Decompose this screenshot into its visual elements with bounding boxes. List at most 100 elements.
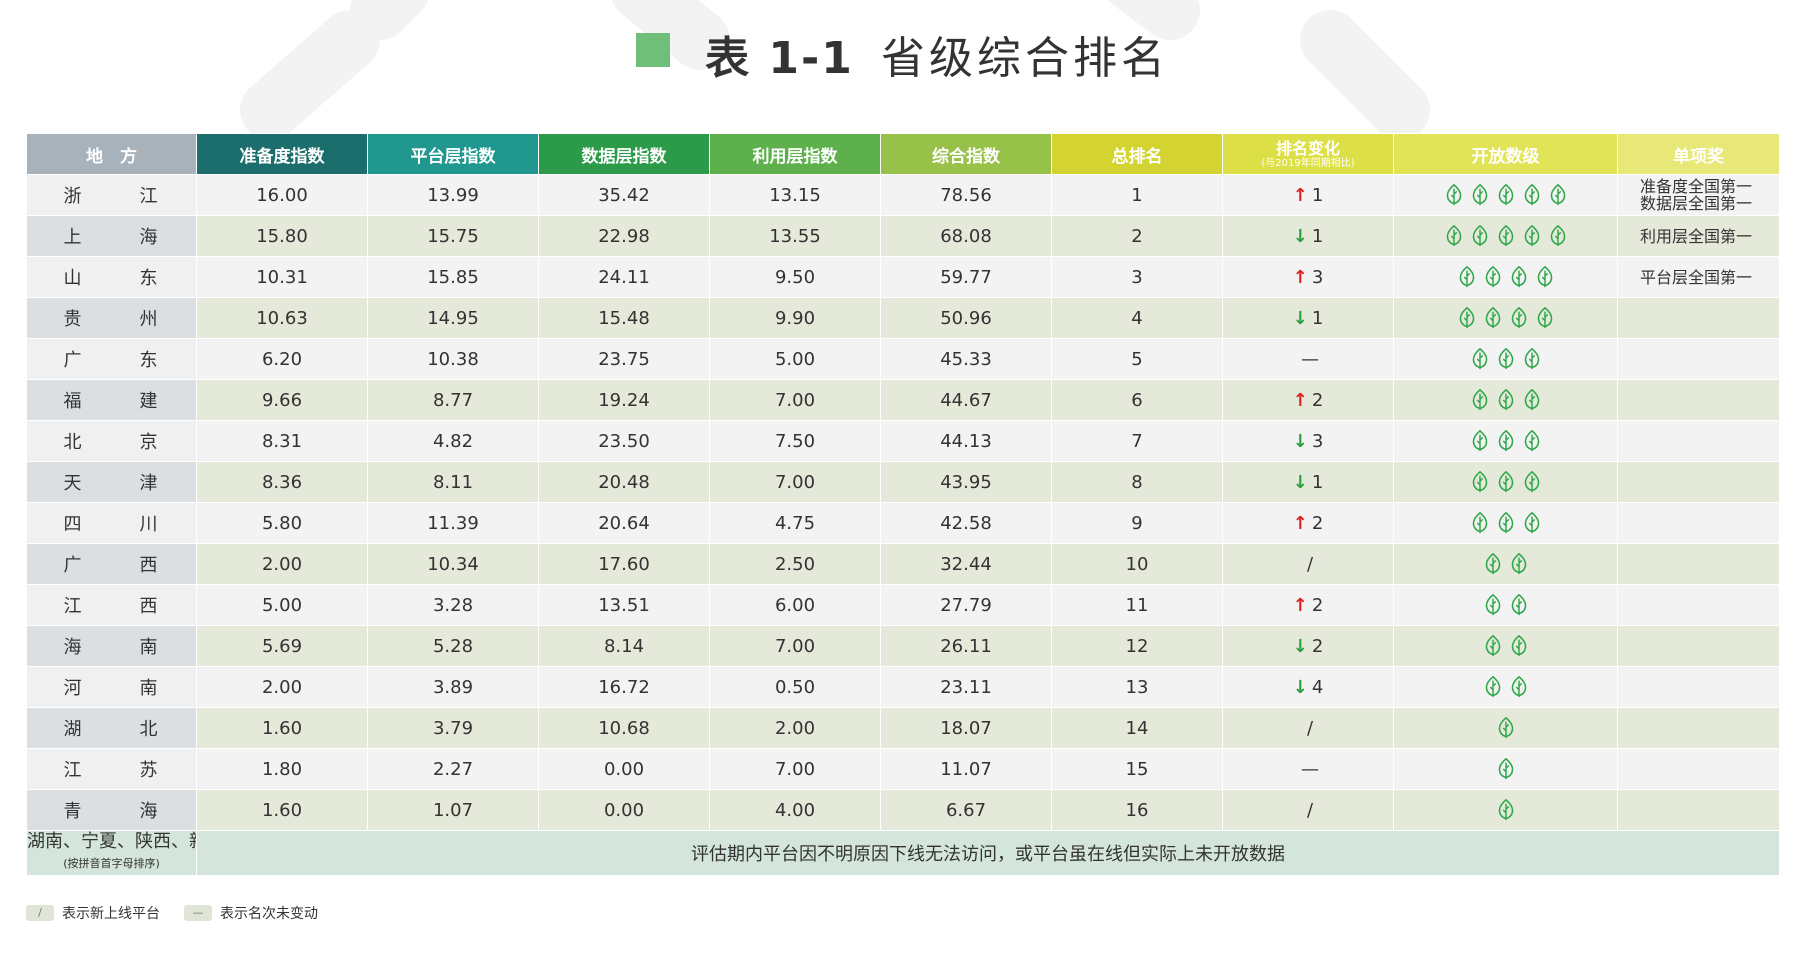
cell-region: 天 津: [26, 461, 197, 503]
footer-note: 评估期内平台因不明原因下线无法访问，或平台虽在线但实际上未开放数据: [196, 830, 1780, 876]
cell-data: 13.51: [538, 584, 710, 626]
arrow-up-icon: ↑: [1292, 594, 1308, 616]
cell-change: ↓ 3: [1222, 420, 1394, 462]
leaf-icon: [1498, 717, 1513, 739]
cell-composite: 11.07: [880, 748, 1052, 790]
leaf-icon: [1498, 348, 1513, 370]
ranking-table: 地 方 准备度指数 平台层指数 数据层指数 利用层指数 综合指数 总排名 排名变…: [26, 133, 1780, 876]
leaf-icon: [1498, 225, 1513, 247]
table-row: 湖 北 1.60 3.79 10.68 2.00 18.07 14 /: [26, 707, 1780, 749]
page-title: 表 1-1 省级综合排名: [0, 22, 1805, 86]
leaf-icon: [1498, 471, 1513, 493]
cell-platform: 5.28: [367, 625, 539, 667]
cell-composite: 6.67: [880, 789, 1052, 831]
cell-change: /: [1222, 789, 1394, 831]
cell-readiness: 15.80: [196, 215, 368, 257]
arrow-up-icon: ↑: [1292, 512, 1308, 534]
table-row: 广 东 6.20 10.38 23.75 5.00 45.33 5 —: [26, 338, 1780, 380]
cell-award: [1617, 297, 1780, 339]
leaf-icon: [1511, 266, 1526, 288]
cell-rank: 11: [1051, 584, 1223, 626]
change-value: 3: [1311, 430, 1324, 452]
cell-rank: 14: [1051, 707, 1223, 749]
change-value: /: [1306, 799, 1314, 821]
cell-data: 20.64: [538, 502, 710, 544]
cell-rank: 5: [1051, 338, 1223, 380]
cell-region: 浙 江: [26, 174, 197, 216]
cell-utilization: 13.15: [709, 174, 881, 216]
cell-region: 广 西: [26, 543, 197, 585]
cell-award: [1617, 625, 1780, 667]
cell-composite: 45.33: [880, 338, 1052, 380]
cell-composite: 78.56: [880, 174, 1052, 216]
cell-rank: 16: [1051, 789, 1223, 831]
cell-open-level: [1393, 256, 1618, 298]
cell-readiness: 10.63: [196, 297, 368, 339]
cell-open-level: [1393, 338, 1618, 380]
cell-platform: 10.34: [367, 543, 539, 585]
cell-award: [1617, 379, 1780, 421]
header-award: 单项奖: [1617, 133, 1780, 175]
cell-platform: 8.11: [367, 461, 539, 503]
cell-award: [1617, 420, 1780, 462]
change-value: /: [1306, 717, 1314, 739]
leaf-icon: [1524, 389, 1539, 411]
arrow-up-icon: ↑: [1292, 389, 1308, 411]
header-platform: 平台层指数: [367, 133, 539, 175]
footer-regions-note: (按拼音首字母排序): [63, 857, 160, 870]
leaf-icon: [1511, 635, 1526, 657]
leaf-icon: [1485, 635, 1500, 657]
table-row: 广 西 2.00 10.34 17.60 2.50 32.44 10 /: [26, 543, 1780, 585]
legend-chip-new: /: [26, 905, 54, 921]
cell-open-level: [1393, 502, 1618, 544]
cell-award: [1617, 789, 1780, 831]
cell-region: 山 东: [26, 256, 197, 298]
table-row: 四 川 5.80 11.39 20.64 4.75 42.58 9 ↑ 2: [26, 502, 1780, 544]
cell-composite: 23.11: [880, 666, 1052, 708]
cell-region: 福 建: [26, 379, 197, 421]
cell-open-level: [1393, 748, 1618, 790]
cell-open-level: [1393, 625, 1618, 667]
cell-award: 利用层全国第一: [1617, 215, 1780, 257]
cell-change: ↓ 2: [1222, 625, 1394, 667]
leaf-icon: [1485, 676, 1500, 698]
cell-readiness: 2.00: [196, 543, 368, 585]
cell-change: —: [1222, 748, 1394, 790]
cell-utilization: 9.90: [709, 297, 881, 339]
cell-award: 准备度全国第一 数据层全国第一: [1617, 174, 1780, 216]
legend-item-new: / 表示新上线平台: [26, 903, 160, 923]
cell-change: /: [1222, 543, 1394, 585]
cell-data: 15.48: [538, 297, 710, 339]
cell-composite: 42.58: [880, 502, 1052, 544]
cell-change: ↓ 4: [1222, 666, 1394, 708]
cell-platform: 2.27: [367, 748, 539, 790]
cell-utilization: 9.50: [709, 256, 881, 298]
award-line: 利用层全国第一: [1640, 226, 1753, 246]
change-value: 2: [1311, 635, 1324, 657]
cell-data: 23.50: [538, 420, 710, 462]
cell-data: 0.00: [538, 748, 710, 790]
leaf-icon: [1485, 266, 1500, 288]
change-value: 4: [1311, 676, 1324, 698]
leaf-icon: [1537, 307, 1552, 329]
cell-region: 四 川: [26, 502, 197, 544]
cell-region: 江 苏: [26, 748, 197, 790]
cell-readiness: 1.80: [196, 748, 368, 790]
leaf-icon: [1511, 553, 1526, 575]
table-row: 河 南 2.00 3.89 16.72 0.50 23.11 13 ↓ 4: [26, 666, 1780, 708]
title-square-icon: [636, 33, 670, 67]
cell-readiness: 5.69: [196, 625, 368, 667]
cell-utilization: 13.55: [709, 215, 881, 257]
cell-composite: 44.13: [880, 420, 1052, 462]
cell-rank: 7: [1051, 420, 1223, 462]
cell-utilization: 7.00: [709, 379, 881, 421]
change-value: 2: [1311, 512, 1324, 534]
leaf-icon: [1472, 471, 1487, 493]
leaf-icon: [1485, 594, 1500, 616]
cell-platform: 11.39: [367, 502, 539, 544]
arrow-up-icon: ↑: [1292, 266, 1308, 288]
change-value: —: [1301, 348, 1319, 370]
cell-region: 湖 北: [26, 707, 197, 749]
cell-readiness: 1.60: [196, 707, 368, 749]
